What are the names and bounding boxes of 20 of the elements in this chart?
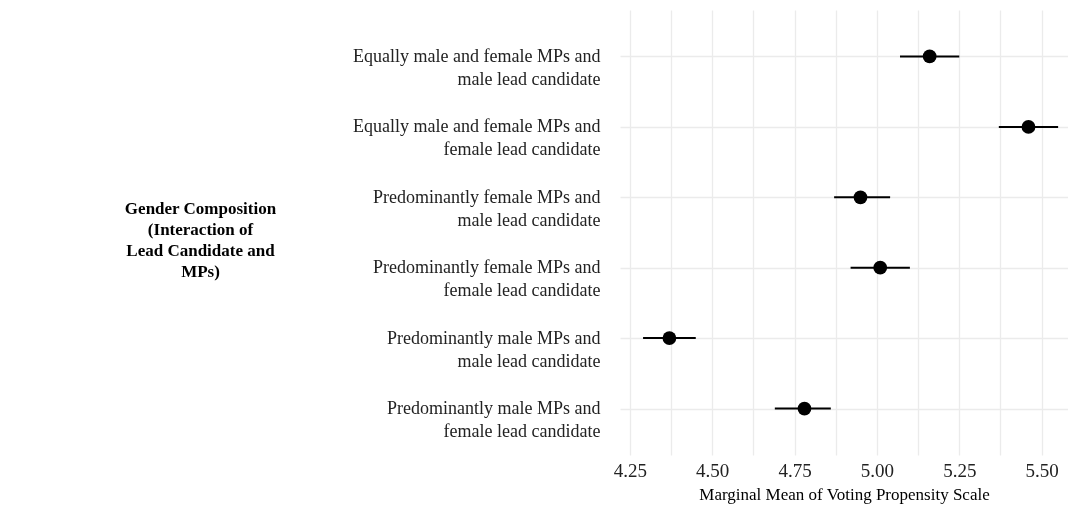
point	[922, 49, 937, 64]
x-tick-label: 5.50	[1025, 459, 1059, 481]
x-axis-title: Marginal Mean of Voting Propensity Scale	[699, 484, 990, 504]
y-tick-label: Predominantly male MPs and female lead candidate	[387, 398, 601, 442]
y-tick-label: Equally male and female MPs and female lead candidate	[353, 116, 601, 160]
y-axis-title: Gender Composition (Interaction of Lead Candidate and MPs)	[124, 199, 277, 281]
point	[1021, 120, 1036, 134]
point	[873, 260, 888, 275]
point	[662, 331, 677, 345]
y-tick-label: Predominantly female MPs and male lead candidate	[373, 186, 601, 230]
x-tick-label: 5.25	[943, 459, 977, 481]
y-tick-label: Equally male and female MPs and male lead candidate	[353, 45, 601, 89]
x-tick-label: 4.75	[778, 459, 812, 481]
x-tick-label: 4.50	[696, 459, 730, 481]
point	[797, 401, 812, 416]
y-tick-label: Predominantly female MPs and female lead candidate	[373, 257, 601, 301]
x-tick-label: 5.00	[860, 459, 895, 481]
y-tick-label: Predominantly male MPs and male lead candidate	[387, 327, 601, 371]
point	[853, 190, 868, 205]
x-tick-label: 4.25	[613, 459, 648, 481]
